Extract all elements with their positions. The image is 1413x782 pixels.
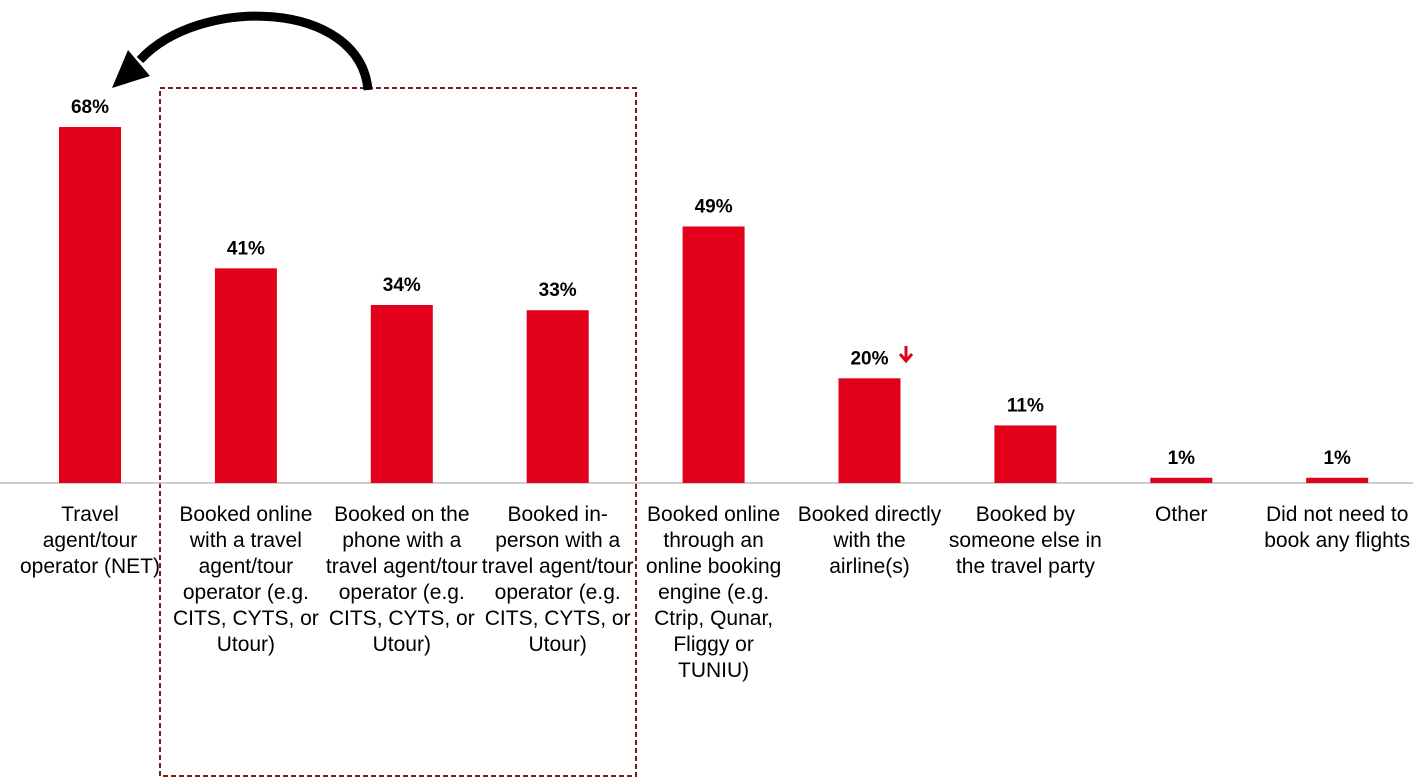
category-label: Booked online with a travel agent/tour o… (172, 503, 319, 656)
bar (838, 378, 901, 483)
down-arrow (898, 346, 914, 364)
bar (994, 425, 1057, 483)
highlight-box (159, 87, 637, 777)
category-label: Other (1155, 503, 1208, 526)
value-label: 41% (227, 238, 265, 259)
bar (526, 310, 589, 483)
value-label: 1% (1323, 448, 1351, 469)
value-label: 1% (1168, 448, 1196, 469)
curved-arrow (136, 11, 373, 91)
category-label: Did not need to book any flights (1264, 503, 1411, 552)
value-label: 11% (1007, 395, 1044, 416)
value-label: 34% (383, 275, 421, 296)
value-label: 20% (850, 348, 888, 369)
bar (1306, 477, 1369, 483)
bar (370, 305, 433, 483)
bar (1150, 477, 1213, 483)
category-label: Booked online through an online booking … (645, 503, 782, 682)
bar (682, 226, 745, 484)
bar (59, 127, 121, 484)
category-label: Booked directly with the airline(s) (797, 503, 942, 578)
category-label: Booked on the phone with a travel agent/… (325, 503, 478, 656)
category-label: Booked in-person with a travel agent/tou… (481, 503, 634, 656)
category-label: Travel agent/tour operator (NET) (19, 503, 161, 578)
value-label: 49% (695, 196, 733, 217)
category-label: Booked by someone else in the travel par… (948, 503, 1102, 578)
value-label: 33% (539, 280, 577, 301)
bar (214, 268, 277, 483)
arrow-head (112, 50, 150, 88)
value-label: 68% (71, 97, 109, 118)
